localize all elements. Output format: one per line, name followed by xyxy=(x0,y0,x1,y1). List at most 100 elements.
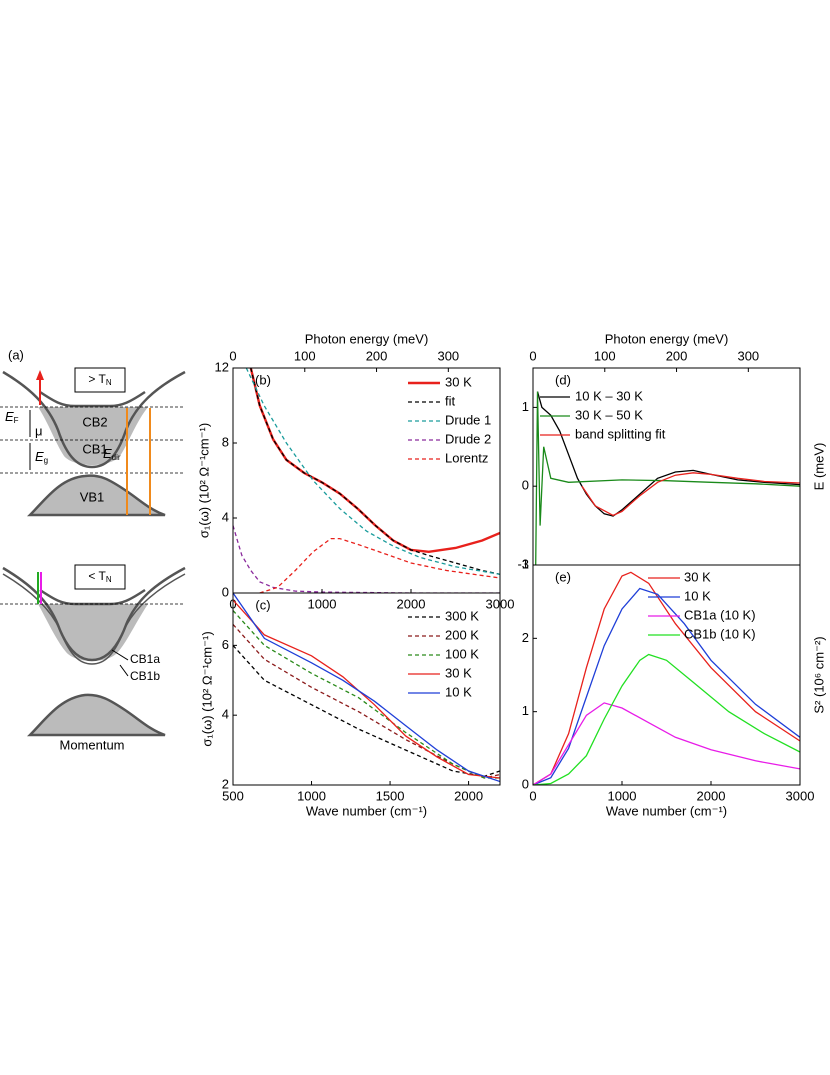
cb2-fill xyxy=(38,407,148,465)
series-line xyxy=(250,368,500,575)
band-valence xyxy=(26,693,166,737)
series-line xyxy=(233,599,500,779)
band-upper xyxy=(39,588,146,606)
legend-label: Drude 2 xyxy=(445,431,491,446)
series-line xyxy=(533,587,800,785)
y-axis-label: σ₁(ω) (10² Ω⁻¹cm⁻¹) xyxy=(196,423,211,538)
plot-frame xyxy=(232,592,501,786)
legend-label: 10 K xyxy=(684,588,711,603)
plot xyxy=(233,593,500,783)
cb1a-label: CB1a xyxy=(130,652,160,666)
x-tick-label: 1500 xyxy=(376,788,405,803)
x-tick-label: 500 xyxy=(222,788,244,803)
y-tick-label: 0 xyxy=(222,584,229,599)
plot xyxy=(233,368,500,593)
series-line xyxy=(533,702,800,785)
legend-label: CB1a (10 K) xyxy=(684,607,756,622)
plot xyxy=(535,391,800,565)
x2-tick-label: 200 xyxy=(366,348,388,363)
panel-label: (e) xyxy=(555,569,571,584)
x-tick-label: 3000 xyxy=(786,788,815,803)
legend-label: CB1b (10 K) xyxy=(684,626,756,641)
legend-label: Lorentz xyxy=(445,450,488,465)
y-tick-label: 12 xyxy=(215,359,229,374)
y-tick-label: 6 xyxy=(222,637,229,652)
symbol: E xyxy=(5,409,14,424)
x2-tick-label: 100 xyxy=(294,348,316,363)
legend-label: 30 K xyxy=(445,374,472,389)
series-line xyxy=(245,368,500,575)
y-axis-label: σ₁(ω) (10² Ω⁻¹cm⁻¹) xyxy=(199,631,214,746)
band-vb1 xyxy=(26,474,166,517)
mu-label: μ xyxy=(35,423,43,438)
legend-label: 10 K xyxy=(445,684,472,699)
series-line xyxy=(533,571,800,785)
plot-frame xyxy=(232,367,501,594)
x2-tick-label: 200 xyxy=(666,348,688,363)
vb1-label: VB1 xyxy=(80,489,105,504)
series-line xyxy=(233,610,500,779)
x2-tick-label: 100 xyxy=(594,348,616,363)
leader xyxy=(111,649,129,661)
x2-axis-label: Photon energy (meV) xyxy=(605,331,729,346)
legend-label: 100 K xyxy=(445,646,479,661)
x-tick-label: 2000 xyxy=(697,788,726,803)
cb1b-label: CB1b xyxy=(130,669,160,683)
y-tick-label: 0 xyxy=(522,478,529,493)
legend-label: 300 K xyxy=(445,608,479,623)
box-label: > TN xyxy=(88,372,111,387)
series-line xyxy=(581,472,800,517)
y-tick-label: 3 xyxy=(522,556,529,571)
panel-label: (b) xyxy=(255,372,271,387)
x-axis-label: Wave number (cm⁻¹) xyxy=(306,803,427,818)
panel-label: (c) xyxy=(255,597,270,612)
y-tick-label: 0 xyxy=(522,776,529,791)
legend-label: band splitting fit xyxy=(575,426,666,441)
panel-label: (a) xyxy=(8,347,24,362)
symbol: E xyxy=(103,446,112,461)
legend-label: 30 K – 50 K xyxy=(575,407,643,422)
x-axis-label: Momentum xyxy=(59,737,124,752)
series-line xyxy=(535,391,800,565)
y-tick-label: -1 xyxy=(517,556,529,571)
y-tick-label: 4 xyxy=(222,509,229,524)
cb1-label: CB1 xyxy=(82,441,107,456)
leader xyxy=(119,664,129,677)
x-tick-label: 1000 xyxy=(297,788,326,803)
y2-axis-label: S² (10⁶ cm⁻²) xyxy=(811,636,826,713)
legend-label: 10 K – 30 K xyxy=(575,388,643,403)
box-sub: N xyxy=(106,378,112,387)
sub: g xyxy=(44,456,48,465)
band-cb1b xyxy=(2,566,186,662)
direct-label: Edir xyxy=(103,446,121,462)
temperature-box xyxy=(74,367,126,393)
cb2-label: CB2 xyxy=(82,414,107,429)
x-tick-label: 0 xyxy=(529,788,536,803)
gap-label: Eg xyxy=(35,449,48,465)
box-text: > T xyxy=(88,372,106,386)
temperature-box xyxy=(74,564,126,590)
box-sub: N xyxy=(106,575,112,584)
x2-axis-label: Photon energy (meV) xyxy=(305,331,429,346)
plot-frame xyxy=(532,564,801,786)
legend-label: Drude 1 xyxy=(445,412,491,427)
legend-label: fit xyxy=(445,393,456,408)
y-tick-label: 4 xyxy=(222,707,229,722)
x2-tick-label: 300 xyxy=(437,348,459,363)
legend-label: 200 K xyxy=(445,627,479,642)
x2-tick-label: 300 xyxy=(737,348,759,363)
series-line xyxy=(259,537,500,593)
fermi-label: EF xyxy=(5,409,19,425)
y-tick-label: 2 xyxy=(522,630,529,645)
box-label: < TN xyxy=(88,569,111,584)
plot xyxy=(533,571,800,785)
band-cb1 xyxy=(39,390,146,408)
panel-label: (d) xyxy=(555,372,571,387)
x-tick-label: 1000 xyxy=(608,788,637,803)
schematic: (a) > TN EF μ CB2 CB1 Eg Edir VB1 < TN xyxy=(0,347,186,752)
box-text: < T xyxy=(88,569,106,583)
band-cb1a xyxy=(2,573,186,665)
legend-label: 30 K xyxy=(684,569,711,584)
x-axis-label: Wave number (cm⁻¹) xyxy=(606,803,727,818)
y-tick-label: 1 xyxy=(522,703,529,718)
